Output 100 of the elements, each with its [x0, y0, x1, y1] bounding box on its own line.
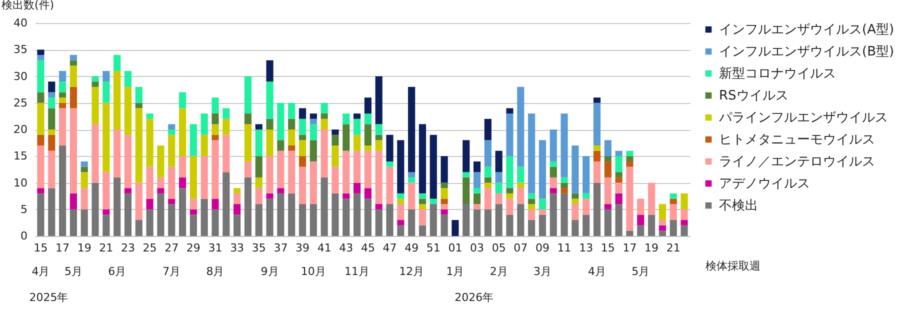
bar: [168, 198, 176, 204]
bar: [484, 209, 492, 236]
bar: [648, 214, 656, 236]
x-tick-label: 03: [470, 242, 484, 254]
bar: [255, 177, 262, 188]
bar: [178, 108, 186, 156]
bar: [418, 124, 426, 194]
bar: [70, 60, 77, 66]
bar: [102, 209, 110, 215]
bar: [658, 220, 666, 226]
bar: [234, 188, 241, 194]
bar: [440, 198, 448, 204]
bar: [48, 130, 56, 135]
text: 5月: [632, 265, 650, 278]
bar: [354, 182, 361, 194]
bar: [298, 108, 306, 119]
bar: [354, 193, 361, 236]
bar: [484, 182, 492, 188]
bar: [146, 166, 154, 199]
bar: [582, 214, 590, 236]
bar: [266, 82, 274, 119]
text: 4月: [588, 265, 606, 278]
x-tick-label: 43: [339, 242, 354, 254]
bar: [298, 140, 306, 156]
x-tick-label: 31: [208, 242, 222, 254]
bar: [462, 177, 470, 204]
bar: [670, 193, 677, 199]
bar: [58, 70, 66, 82]
bar: [473, 209, 481, 236]
bar: [190, 156, 197, 199]
bar: [528, 114, 536, 194]
bar: [255, 188, 262, 204]
bar: [484, 177, 492, 183]
bar: [70, 86, 77, 108]
bar: [375, 76, 382, 124]
bar: [37, 60, 44, 92]
bar: [593, 102, 601, 146]
bar: [506, 193, 514, 199]
bar: [212, 140, 219, 199]
bar: [397, 198, 404, 204]
bar: [680, 193, 688, 210]
bar: [277, 193, 284, 236]
bar: [397, 204, 404, 220]
bar: [114, 177, 121, 236]
bar: [37, 92, 44, 103]
bar: [310, 140, 317, 162]
x-tick-label: 13: [579, 242, 594, 254]
bar: [473, 204, 481, 210]
bar: [48, 92, 56, 98]
bar: [298, 118, 306, 135]
x-tick-label: 41: [317, 242, 332, 254]
bar: [615, 150, 622, 156]
bar: [408, 209, 416, 236]
bar: [572, 193, 579, 199]
bar: [212, 198, 219, 210]
bar: [255, 204, 262, 236]
bar: [615, 156, 622, 172]
bar: [430, 204, 437, 236]
bar: [517, 182, 524, 188]
bar: [670, 198, 677, 204]
text: 8月: [206, 265, 224, 278]
bar: [266, 60, 274, 82]
bar: [517, 188, 524, 204]
bar: [418, 198, 426, 204]
bar: [495, 172, 502, 183]
bar: [364, 114, 372, 124]
bar: [266, 130, 274, 156]
bar: [244, 76, 252, 114]
x-tick-label: 09: [535, 242, 550, 254]
x-tick-label: 17: [622, 242, 637, 254]
bar: [484, 166, 492, 178]
bar: [102, 82, 110, 103]
text: 6月: [108, 265, 126, 278]
bar: [604, 140, 612, 156]
bar: [430, 198, 437, 204]
bar: [157, 145, 164, 178]
bar: [615, 204, 622, 236]
bar: [58, 82, 66, 92]
x-tick-label: 39: [296, 242, 310, 254]
text: 2026年: [454, 291, 494, 304]
bar: [342, 193, 350, 199]
bar: [37, 193, 44, 236]
bar: [626, 230, 634, 236]
bar: [615, 193, 622, 204]
bar: [506, 198, 514, 215]
bar: [408, 177, 416, 183]
bar: [135, 220, 142, 236]
bar: [528, 209, 536, 220]
text: 2月: [490, 265, 508, 278]
bar: [168, 124, 176, 130]
bar: [37, 102, 44, 135]
bar: [37, 188, 44, 194]
bar: [670, 220, 677, 236]
bar: [550, 161, 557, 167]
bar: [266, 193, 274, 199]
bar: [190, 198, 197, 210]
bar: [157, 177, 164, 188]
bar: [298, 156, 306, 167]
bar: [495, 182, 502, 194]
bar: [473, 188, 481, 194]
